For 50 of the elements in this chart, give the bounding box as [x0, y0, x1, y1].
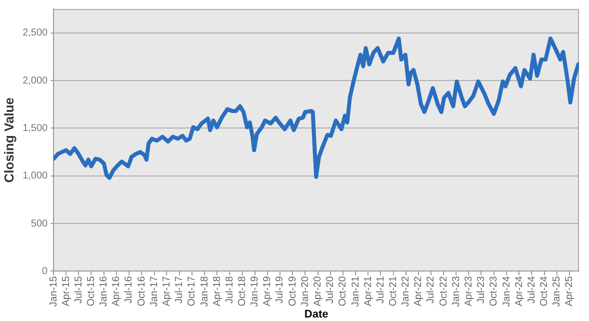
x-axis-title: Date: [304, 308, 328, 320]
x-tick-label: Jan-22: [400, 276, 412, 307]
x-tick-label: Apr-18: [212, 276, 223, 306]
y-axis-title: Closing Value: [1, 97, 16, 183]
x-tick-label: Oct-19: [287, 276, 298, 306]
x-tick-label: Jul-22: [426, 276, 437, 304]
x-tick-label: Jul-17: [174, 276, 186, 304]
x-tick-label: Apr-21: [362, 276, 374, 306]
x-tick-label: Jul-23: [476, 276, 487, 304]
x-tick-label: Jul-16: [124, 276, 135, 304]
x-tick-label: Jul-19: [274, 276, 286, 304]
x-tick-label: Apr-15: [60, 276, 72, 306]
y-tick-label: 2,000: [22, 75, 48, 86]
y-tick-label: 500: [30, 218, 48, 230]
x-tick-label: Jan-15: [48, 276, 60, 307]
y-tick-label: 1,000: [22, 170, 48, 182]
x-tick-label: Jan-17: [149, 276, 160, 307]
x-tick-label: Jan-18: [199, 276, 210, 307]
x-tick-label: Jul-15: [73, 276, 84, 304]
x-tick-label: Oct-23: [488, 276, 500, 306]
y-tick-label: 0: [42, 266, 48, 277]
x-tick-label: Jan-19: [250, 276, 261, 307]
x-tick-label: Oct-22: [438, 276, 450, 306]
x-tick-label: Apr-23: [463, 276, 474, 306]
x-tick-label: Apr-20: [312, 276, 324, 306]
y-tick-label: 1,500: [22, 122, 48, 134]
x-tick-label: Jan-20: [300, 276, 311, 307]
x-tick-label: Oct-24: [539, 276, 550, 306]
x-tick-label: Jan-23: [450, 276, 462, 307]
x-tick-label: Jul-18: [224, 276, 236, 304]
y-tick-label: 2,500: [22, 28, 48, 39]
x-tick-label: Apr-16: [111, 276, 122, 306]
x-tick-label: Apr-22: [413, 276, 424, 306]
x-tick-label: Oct-16: [136, 276, 148, 306]
x-tick-label: Jan-25: [552, 276, 563, 307]
x-tick-label: Apr-17: [161, 276, 172, 306]
x-tick-label: Apr-25: [564, 276, 576, 306]
x-tick-label: Oct-18: [237, 276, 248, 306]
x-tick-label: Apr-24: [514, 276, 525, 306]
x-tick-label: Jan-16: [98, 276, 110, 307]
x-tick-label: Jul-24: [526, 276, 538, 304]
x-tick-label: Jan-24: [501, 276, 512, 307]
x-tick-label: Apr-19: [262, 276, 274, 306]
x-tick-label: Oct-15: [86, 276, 97, 306]
x-tick-label: Oct-17: [186, 276, 198, 306]
x-tick-label: Jan-21: [350, 276, 362, 307]
x-tick-label: Oct-20: [338, 276, 349, 306]
x-tick-label: Oct-21: [388, 276, 400, 306]
x-tick-label: Jul-20: [325, 276, 336, 304]
x-tick-label: Jul-21: [375, 276, 386, 304]
